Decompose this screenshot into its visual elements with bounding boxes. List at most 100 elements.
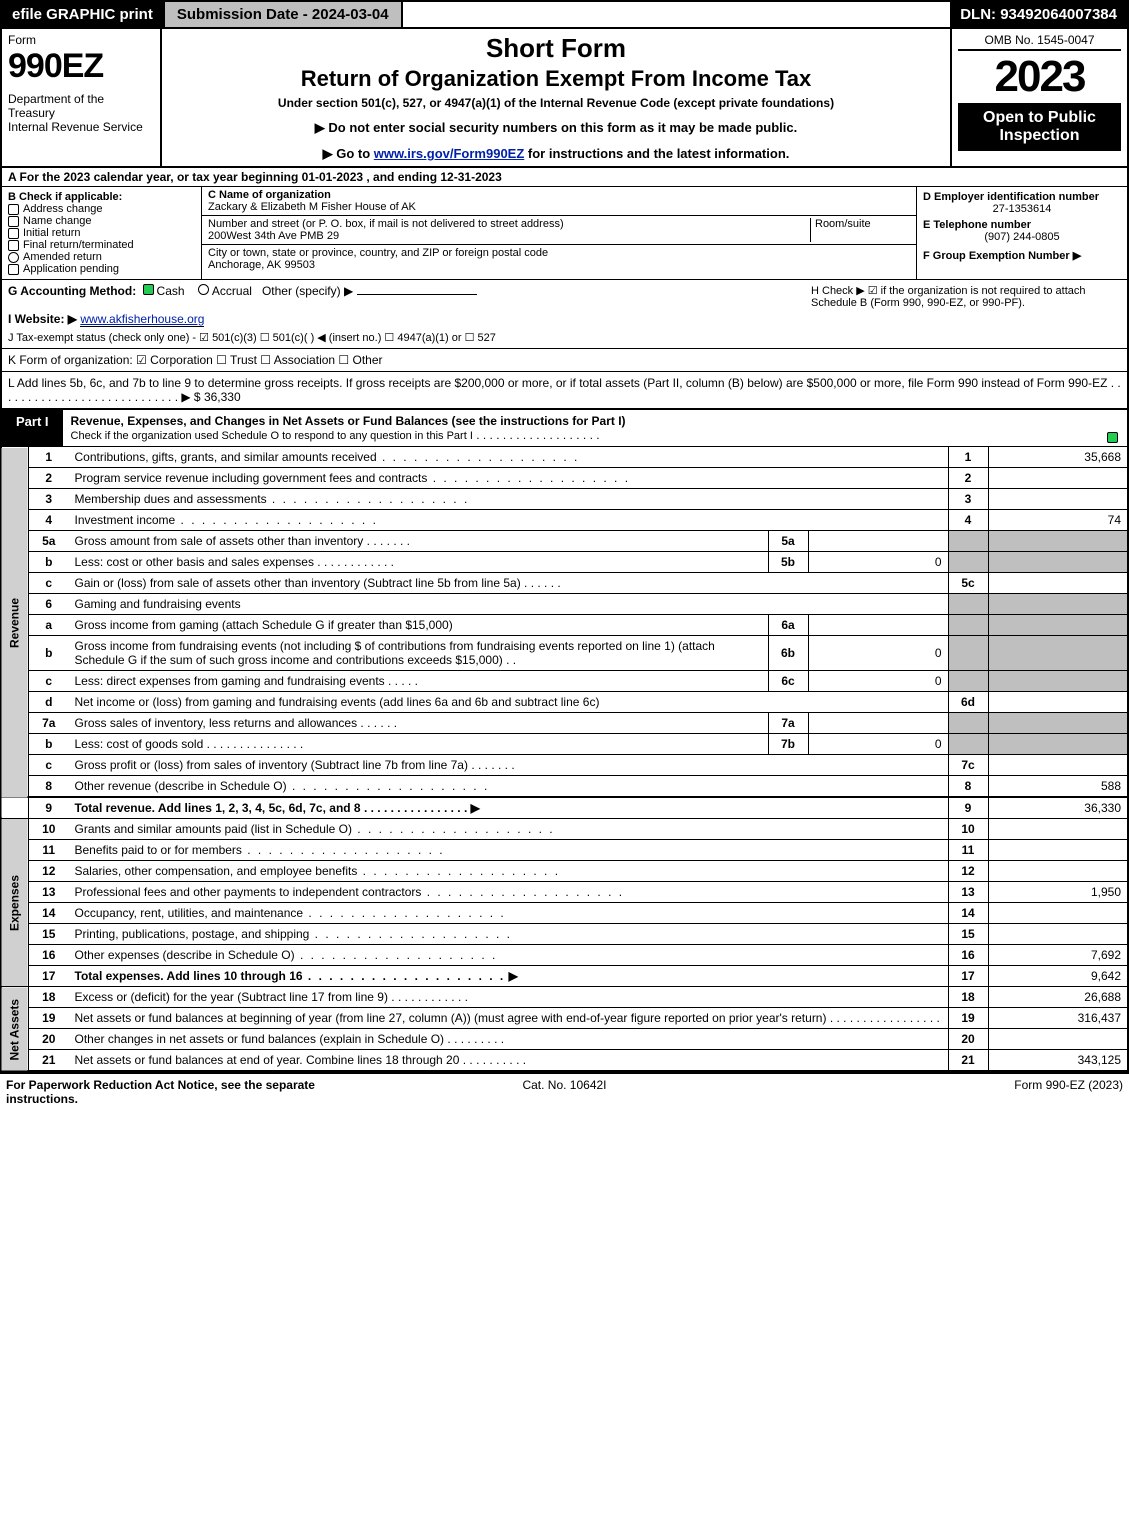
ln6-grey [948, 594, 988, 615]
line-10: Expenses 10Grants and similar amounts pa… [1, 819, 1128, 840]
ln5c-val [988, 573, 1128, 594]
chk-final-return[interactable]: Final return/terminated [8, 239, 195, 251]
irs-link[interactable]: www.irs.gov/Form990EZ [374, 146, 525, 161]
line-18: Net Assets 18Excess or (deficit) for the… [1, 987, 1128, 1008]
ln6b-greyval [988, 636, 1128, 671]
h-box: H Check ▶ ☑ if the organization is not r… [811, 284, 1121, 344]
g-row: G Accounting Method: Cash Accrual Other … [8, 284, 811, 298]
line-8: 8Other revenue (describe in Schedule O) … [1, 776, 1128, 798]
ln2-desc: Program service revenue including govern… [75, 471, 428, 485]
spacer [403, 2, 951, 27]
open-public-badge: Open to Public Inspection [958, 103, 1121, 151]
ln10-rnum: 10 [948, 819, 988, 840]
efile-label[interactable]: efile GRAPHIC print [2, 2, 163, 27]
ln7a-desc: Gross sales of inventory, less returns a… [75, 716, 358, 730]
chk-application-pending[interactable]: Application pending [8, 263, 195, 275]
ln5a-grey [948, 531, 988, 552]
other-specify-line[interactable] [357, 294, 477, 295]
chk-cash[interactable] [143, 284, 154, 295]
lbl-name-change: Name change [23, 215, 92, 227]
ln6c-sn: 6c [768, 671, 808, 692]
ln16-val: 7,692 [988, 945, 1128, 966]
line-20: 20Other changes in net assets or fund ba… [1, 1029, 1128, 1050]
line-16: 16Other expenses (describe in Schedule O… [1, 945, 1128, 966]
tax-year: 2023 [958, 55, 1121, 99]
ln1-desc: Contributions, gifts, grants, and simila… [75, 450, 377, 464]
header-left: Form 990EZ Department of the Treasury In… [2, 29, 162, 166]
lbl-amended-return: Amended return [23, 251, 102, 263]
line-1: Revenue 1 Contributions, gifts, grants, … [1, 447, 1128, 468]
ln5b-sn: 5b [768, 552, 808, 573]
ln14-rnum: 14 [948, 903, 988, 924]
ln7b-desc: Less: cost of goods sold [75, 737, 204, 751]
ln6d-desc: Net income or (loss) from gaming and fun… [69, 692, 949, 713]
ln6c-sv: 0 [808, 671, 948, 692]
ln20-val [988, 1029, 1128, 1050]
part1-header: Part I Revenue, Expenses, and Changes in… [0, 410, 1129, 447]
ln21-desc: Net assets or fund balances at end of ye… [75, 1053, 460, 1067]
ln9-rnum: 9 [948, 797, 988, 819]
section-ghij: G Accounting Method: Cash Accrual Other … [0, 280, 1129, 349]
org-addr-row: Number and street (or P. O. box, if mail… [202, 216, 916, 245]
d-lbl: D Employer identification number [923, 191, 1121, 203]
chk-address-change[interactable]: Address change [8, 203, 195, 215]
ln7b-sv: 0 [808, 734, 948, 755]
ln7a-sv [808, 713, 948, 734]
ln6d-val [988, 692, 1128, 713]
ln12-rnum: 12 [948, 861, 988, 882]
line-13: 13Professional fees and other payments t… [1, 882, 1128, 903]
ln3-val [988, 489, 1128, 510]
ln19-rnum: 19 [948, 1008, 988, 1029]
org-city-row: City or town, state or province, country… [202, 245, 916, 273]
header-right: OMB No. 1545-0047 2023 Open to Public In… [952, 29, 1127, 166]
ln5b-greyval [988, 552, 1128, 573]
line-7a: 7aGross sales of inventory, less returns… [1, 713, 1128, 734]
ln6a-sn: 6a [768, 615, 808, 636]
ln8-val: 588 [988, 776, 1128, 798]
ln19-desc: Net assets or fund balances at beginning… [75, 1011, 827, 1025]
i-row: I Website: ▶ www.akfisherhouse.org [8, 312, 811, 327]
line-5a: 5aGross amount from sale of assets other… [1, 531, 1128, 552]
l-text: L Add lines 5b, 6c, and 7b to line 9 to … [8, 376, 1121, 404]
lbl-final-return: Final return/terminated [23, 239, 134, 251]
ln5c-desc: Gain or (loss) from sale of assets other… [75, 576, 521, 590]
ln15-val [988, 924, 1128, 945]
ln3-desc: Membership dues and assessments [75, 492, 267, 506]
ln9-val: 36,330 [988, 797, 1128, 819]
ln6c-greyval [988, 671, 1128, 692]
ln10-val [988, 819, 1128, 840]
ln3-rnum: 3 [948, 489, 988, 510]
k-row: K Form of organization: ☑ Corporation ☐ … [0, 349, 1129, 372]
chk-name-change[interactable]: Name change [8, 215, 195, 227]
ln5c-rnum: 5c [948, 573, 988, 594]
ln5b-desc: Less: cost or other basis and sales expe… [75, 555, 314, 569]
chk-accrual[interactable] [198, 284, 209, 295]
form-number: 990EZ [8, 47, 154, 86]
dept-label: Department of the Treasury Internal Reve… [8, 92, 154, 134]
ln17-desc: Total expenses. Add lines 10 through 16 [75, 969, 303, 983]
ln9-desc: Total revenue. Add lines 1, 2, 3, 4, 5c,… [75, 801, 361, 815]
ln1-rnum: 1 [948, 447, 988, 468]
netassets-section-label: Net Assets [1, 987, 29, 1072]
ln6-greyval [988, 594, 1128, 615]
line-3: 3Membership dues and assessments 3 [1, 489, 1128, 510]
c-name-lbl: C Name of organization [208, 189, 910, 201]
line-7b: bLess: cost of goods sold . . . . . . . … [1, 734, 1128, 755]
block-bcdef: B Check if applicable: Address change Na… [0, 187, 1129, 280]
chk-amended-return[interactable]: Amended return [8, 251, 195, 263]
ln4-desc: Investment income [75, 513, 176, 527]
col-b-checks: B Check if applicable: Address change Na… [2, 187, 202, 279]
ln11-desc: Benefits paid to or for members [75, 843, 242, 857]
part1-check[interactable] [1097, 410, 1127, 446]
phone-value: (907) 244-0805 [923, 231, 1121, 243]
chk-initial-return[interactable]: Initial return [8, 227, 195, 239]
ln7c-desc: Gross profit or (loss) from sales of inv… [75, 758, 468, 772]
line-15: 15 Printing, publications, postage, and s… [1, 924, 1128, 945]
line-19: 19 Net assets or fund balances at beginni… [1, 1008, 1128, 1029]
ln20-desc: Other changes in net assets or fund bala… [75, 1032, 445, 1046]
ln15-rnum: 15 [948, 924, 988, 945]
ln2-rnum: 2 [948, 468, 988, 489]
ln5a-sn: 5a [768, 531, 808, 552]
website-link[interactable]: www.akfisherhouse.org [80, 312, 204, 327]
ln15-desc: Printing, publications, postage, and shi… [75, 927, 310, 941]
